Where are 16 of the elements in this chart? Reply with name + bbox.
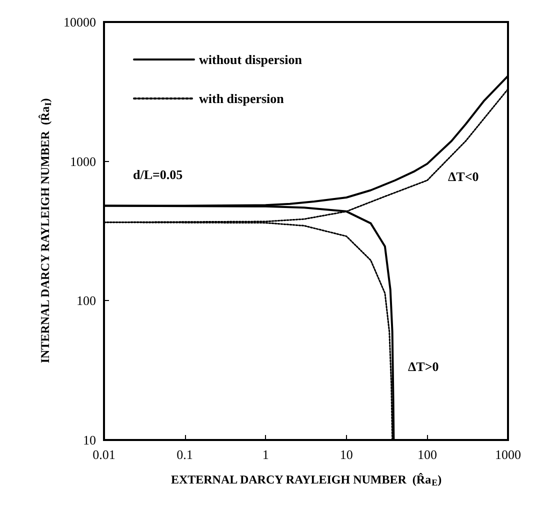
legend-label: without dispersion bbox=[199, 52, 303, 67]
x-tick-label: 0.01 bbox=[92, 447, 116, 462]
annotation: d/L=0.05 bbox=[133, 167, 184, 182]
x-tick-label: 1000 bbox=[495, 447, 521, 462]
y-tick-label: 10000 bbox=[64, 14, 96, 30]
legend-label: with dispersion bbox=[199, 91, 285, 106]
x-tick-label: 0.1 bbox=[176, 447, 193, 462]
y-axis-title: INTERNAL DARCY RAYLEIGH NUMBER (R̂aI) bbox=[38, 98, 54, 364]
y-tick-label: 1000 bbox=[70, 154, 96, 169]
y-tick-label: 10 bbox=[83, 432, 96, 448]
x-tick-label: 1 bbox=[262, 447, 269, 462]
x-tick-label: 10 bbox=[340, 447, 353, 462]
annotation: ΔT>0 bbox=[408, 359, 439, 374]
y-tick-label: 100 bbox=[76, 293, 96, 308]
annotation: ΔT<0 bbox=[448, 169, 479, 184]
x-tick-label: 100 bbox=[417, 447, 437, 462]
